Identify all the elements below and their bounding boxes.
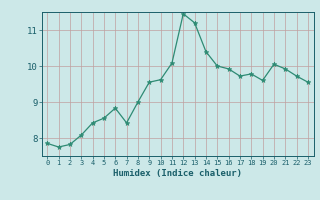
X-axis label: Humidex (Indice chaleur): Humidex (Indice chaleur) [113, 169, 242, 178]
